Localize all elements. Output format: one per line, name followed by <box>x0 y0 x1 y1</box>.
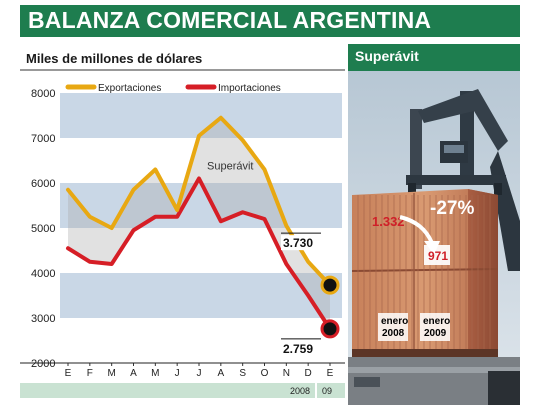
year-label-2008: 2008 <box>290 386 310 396</box>
container-right-value-box <box>424 245 450 265</box>
legend-imports-label: Importaciones <box>218 83 281 94</box>
x-tick-label: S <box>239 368 246 379</box>
x-tick-label: E <box>65 368 72 379</box>
legend-exports-label: Exportaciones <box>98 83 161 94</box>
container-left-value: 1.332 <box>372 214 405 229</box>
label-box-2009 <box>420 313 450 341</box>
x-tick-label: D <box>305 368 312 379</box>
label-enero-2008-line2: 2008 <box>382 328 405 339</box>
imports-end-label-box <box>281 340 321 356</box>
label-enero-2009-line2: 2009 <box>424 328 447 339</box>
y-tick-label: 6000 <box>31 178 55 190</box>
trade-balance-chart: Miles de millones de dólares 2000 3000 4000… <box>20 51 345 398</box>
x-tick-label: E <box>327 368 334 379</box>
grid-band <box>60 273 342 318</box>
chart-subtitle: Miles de millones de dólares <box>26 51 202 66</box>
y-tick-label: 4000 <box>31 268 55 280</box>
grid-band <box>60 183 342 228</box>
imports-end-label: 2.759 <box>283 342 313 356</box>
x-tick-label: O <box>261 368 269 379</box>
x-tick-label: J <box>175 368 180 379</box>
page-title: BALANZA COMERCIAL ARGENTINA <box>28 7 432 33</box>
y-tick-label: 5000 <box>31 223 55 235</box>
exports-line <box>66 115 332 288</box>
percent-change: -27% <box>430 198 474 219</box>
x-tick-label: J <box>197 368 202 379</box>
photo-panel-header: Superávit <box>348 44 520 71</box>
label-box-2008 <box>378 313 408 341</box>
grid-band <box>60 93 342 138</box>
x-tick-label: N <box>283 368 290 379</box>
label-enero-2009-line1: enero <box>423 316 450 327</box>
title-banner: BALANZA COMERCIAL ARGENTINA <box>20 5 520 37</box>
label-enero-2008-line1: enero <box>381 316 408 327</box>
year-label-09: 09 <box>322 386 332 396</box>
y-tick-label: 7000 <box>31 133 55 145</box>
x-tick-label: A <box>130 368 137 379</box>
x-tick-label: M <box>107 368 115 379</box>
x-tick-label: F <box>87 368 93 379</box>
x-tick-label: A <box>217 368 224 379</box>
crane-structure <box>406 89 520 271</box>
photo-panel-title: Superávit <box>355 48 419 64</box>
exports-end-label-box <box>281 235 321 251</box>
container-right-value: 971 <box>428 249 448 263</box>
year-strip <box>20 383 345 398</box>
x-tick-label: M <box>151 368 159 379</box>
imports-end-point <box>320 319 340 339</box>
y-tick-label: 8000 <box>31 88 55 100</box>
container-photo: 1.332 -27% 971 enero 2008 enero 2009 <box>348 71 520 405</box>
exports-end-point <box>320 275 340 295</box>
imports-line <box>66 176 332 331</box>
decrease-arrow <box>399 215 434 244</box>
y-tick-label: 3000 <box>31 313 55 325</box>
surplus-annotation: Superávit <box>207 161 253 173</box>
y-tick-label: 2000 <box>31 358 55 370</box>
exports-end-label: 3.730 <box>283 236 313 250</box>
